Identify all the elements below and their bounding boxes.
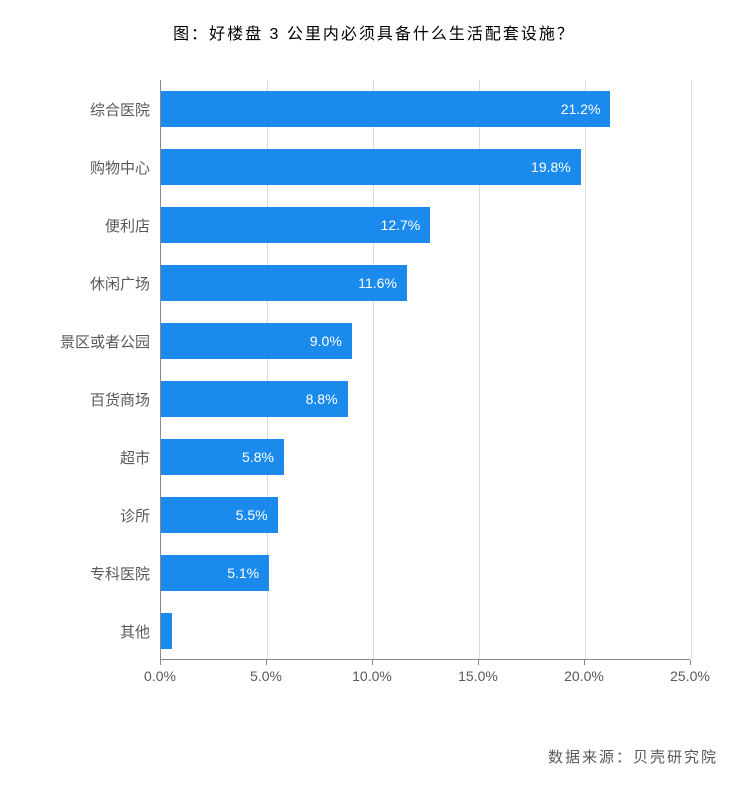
- bar: 12.7%: [161, 207, 430, 243]
- bar: 5.5%: [161, 497, 278, 533]
- x-axis-label: 20.0%: [564, 668, 604, 684]
- bar-row: 11.6%: [161, 265, 407, 301]
- y-axis-label: 其他: [50, 621, 150, 642]
- y-axis-label: 景区或者公园: [50, 331, 150, 352]
- y-axis-label: 百货商场: [50, 389, 150, 410]
- x-axis-label: 15.0%: [458, 668, 498, 684]
- chart-title: 图：好楼盘 3 公里内必须具备什么生活配套设施？: [0, 0, 748, 44]
- y-axis-label: 综合医院: [50, 99, 150, 120]
- bar-row: 5.1%: [161, 555, 269, 591]
- x-axis-label: 25.0%: [670, 668, 710, 684]
- bar: 5.8%: [161, 439, 284, 475]
- bar-row: 5.5%: [161, 497, 278, 533]
- gridline: [691, 80, 692, 659]
- bar: 21.2%: [161, 91, 610, 127]
- bar-row: 9.0%: [161, 323, 352, 359]
- bar: 19.8%: [161, 149, 581, 185]
- x-axis-ticks: 0.0%5.0%10.0%15.0%20.0%25.0%: [160, 660, 690, 690]
- x-axis-label: 0.0%: [144, 668, 176, 684]
- y-axis-label: 诊所: [50, 505, 150, 526]
- y-axis-label: 购物中心: [50, 157, 150, 178]
- y-axis-label: 休闲广场: [50, 273, 150, 294]
- x-tick: [266, 660, 267, 665]
- y-axis-label: 超市: [50, 447, 150, 468]
- y-axis-label: 便利店: [50, 215, 150, 236]
- x-tick: [478, 660, 479, 665]
- y-axis-label: 专科医院: [50, 563, 150, 584]
- x-tick: [690, 660, 691, 665]
- x-tick: [584, 660, 585, 665]
- bar-row: 5.8%: [161, 439, 284, 475]
- bar-row: [161, 613, 172, 649]
- x-axis-label: 5.0%: [250, 668, 282, 684]
- bar-row: 8.8%: [161, 381, 348, 417]
- x-tick: [372, 660, 373, 665]
- x-tick: [160, 660, 161, 665]
- bar: [161, 613, 172, 649]
- bar-row: 12.7%: [161, 207, 430, 243]
- gridline: [585, 80, 586, 659]
- x-axis-label: 10.0%: [352, 668, 392, 684]
- bar: 11.6%: [161, 265, 407, 301]
- plot-region: 21.2% 19.8% 12.7% 11.6% 9.0% 8.8% 5.8% 5.5% 5.1%: [160, 80, 690, 660]
- bar-row: 19.8%: [161, 149, 581, 185]
- data-source: 数据来源：贝壳研究院: [548, 746, 718, 767]
- bar: 8.8%: [161, 381, 348, 417]
- bar: 9.0%: [161, 323, 352, 359]
- bar-row: 21.2%: [161, 91, 610, 127]
- bar: 5.1%: [161, 555, 269, 591]
- chart-area: 21.2% 19.8% 12.7% 11.6% 9.0% 8.8% 5.8% 5.5% 5.1%…: [50, 80, 710, 700]
